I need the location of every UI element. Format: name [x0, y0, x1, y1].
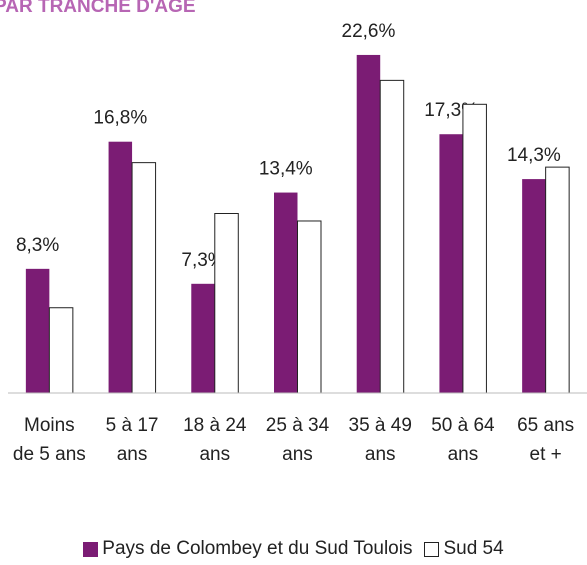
- x-tick-label: Moins de 5 ans: [12, 415, 86, 465]
- bar: [379, 79, 405, 394]
- bar: [25, 268, 50, 393]
- bar: [48, 307, 74, 394]
- x-tick-label: 18 à 24 ans: [183, 415, 247, 465]
- bar: [545, 166, 570, 394]
- bar: [297, 220, 322, 394]
- x-tick-label: 65 ans et +: [517, 415, 575, 465]
- data-label: 13,4%: [259, 159, 313, 180]
- legend-item: Sud 54: [424, 538, 504, 560]
- data-label: 7,3%: [181, 250, 224, 271]
- x-tick-label: 35 à 49 ans: [348, 415, 412, 465]
- legend-label: Sud 54: [443, 538, 504, 559]
- bar: [439, 134, 463, 394]
- x-tick-label: 25 à 34 ans: [265, 415, 330, 465]
- data-label: 14,3%: [507, 145, 561, 166]
- legend-label: Pays de Colombey et du Sud Toulois: [102, 538, 413, 559]
- bar: [356, 54, 381, 394]
- data-label: 16,8%: [93, 108, 147, 129]
- bar: [522, 179, 546, 393]
- bar: [214, 213, 239, 394]
- legend-swatch: [424, 541, 440, 557]
- data-label: 8,3%: [16, 235, 59, 256]
- bar: [191, 283, 215, 393]
- bar: [108, 141, 133, 393]
- x-tick-label: 5 à 17 ans: [105, 415, 159, 465]
- bar: [462, 103, 487, 394]
- bar: [131, 162, 157, 394]
- legend: Pays de Colombey et du Sud Toulois Sud 54: [0, 538, 587, 560]
- legend-item: Pays de Colombey et du Sud Toulois: [83, 538, 412, 560]
- x-tick-label: 50 à 64 ans: [431, 415, 495, 465]
- data-label: 22,6%: [342, 21, 396, 42]
- legend-swatch: [83, 541, 99, 557]
- chart-title: PAR TRANCHE D'AGE: [0, 0, 196, 17]
- bar: [274, 192, 298, 393]
